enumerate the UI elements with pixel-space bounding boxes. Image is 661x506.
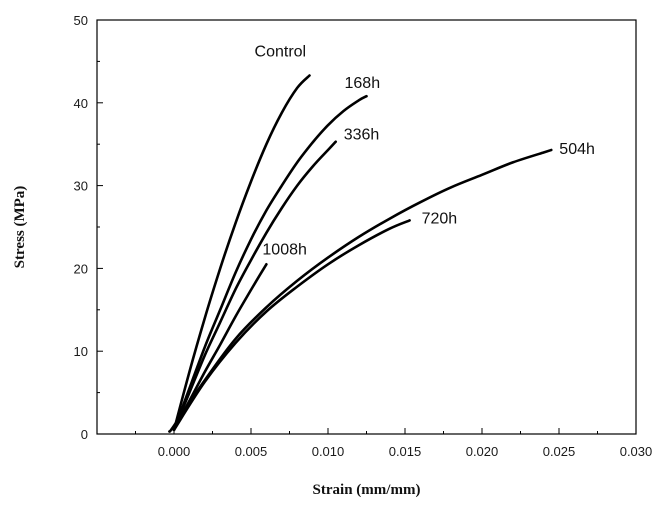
series-labels: Control 168h 336h 1008h 504h 720h <box>255 43 595 258</box>
x-tick-label: 0.005 <box>235 444 268 459</box>
y-tick-label: 0 <box>81 427 88 442</box>
x-tick-label: 0.000 <box>158 444 191 459</box>
series-line-336h <box>172 140 337 432</box>
series-label-control: Control <box>255 43 307 60</box>
x-axis-ticks: 0.000 0.005 0.010 0.015 0.020 0.025 0.030 <box>135 428 653 459</box>
x-tick-label: 0.020 <box>466 444 499 459</box>
x-tick-label: 0.030 <box>620 444 653 459</box>
y-tick-label: 20 <box>74 261 88 276</box>
series-label-504h: 504h <box>559 141 595 158</box>
x-axis-title: Strain (mm/mm) <box>313 482 421 498</box>
series-line-168h <box>172 94 368 432</box>
y-tick-label: 30 <box>74 179 88 194</box>
series-line-720h <box>172 219 411 432</box>
series-label-336h: 336h <box>344 127 380 144</box>
series-label-720h: 720h <box>422 210 458 227</box>
series-line-control <box>172 74 311 432</box>
y-axis-ticks: 0 10 20 30 40 50 <box>74 13 103 442</box>
x-tick-label: 0.010 <box>312 444 345 459</box>
y-axis-title: Stress (MPa) <box>12 186 28 269</box>
series-label-168h: 168h <box>345 75 381 92</box>
y-tick-label: 10 <box>74 344 88 359</box>
x-tick-label: 0.025 <box>543 444 576 459</box>
y-tick-label: 40 <box>74 96 88 111</box>
series-label-1008h: 1008h <box>262 241 307 258</box>
x-tick-label: 0.015 <box>389 444 422 459</box>
y-tick-label: 50 <box>74 13 88 28</box>
series-curves <box>168 74 553 433</box>
